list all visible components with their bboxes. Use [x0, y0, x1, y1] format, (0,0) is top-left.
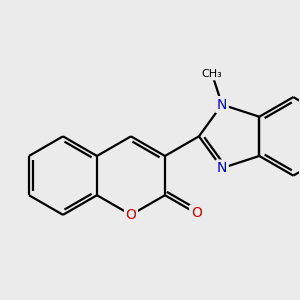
Text: CH₃: CH₃ [202, 69, 222, 79]
Text: O: O [125, 208, 136, 222]
Text: N: N [217, 98, 227, 112]
Text: N: N [217, 161, 227, 175]
Text: O: O [191, 206, 202, 220]
